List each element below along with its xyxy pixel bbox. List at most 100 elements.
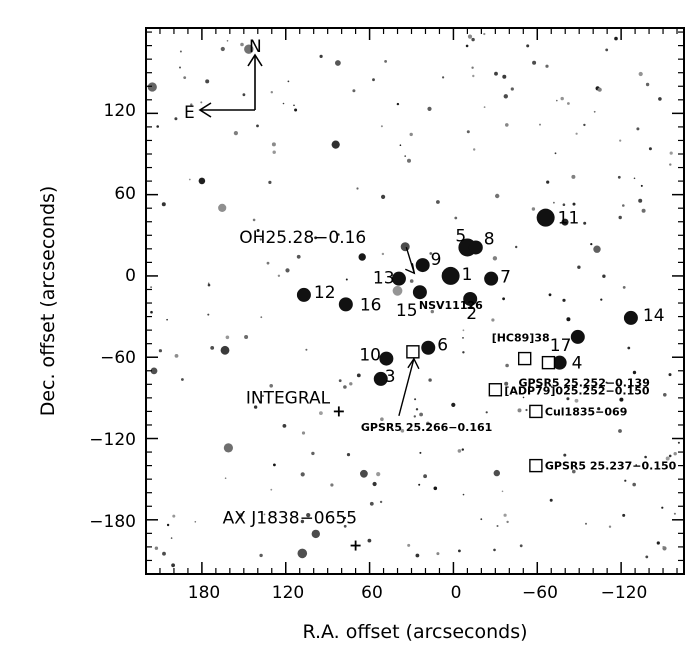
background-star [583,123,586,127]
background-star [358,253,366,261]
background-star [170,537,173,539]
background-star [496,525,499,527]
source-9-marker [415,258,430,273]
background-star [645,319,648,322]
background-star [501,490,504,493]
background-star [426,421,430,426]
background-star [172,514,176,518]
background-star [633,177,636,180]
background-star [198,177,206,185]
background-star [158,349,162,353]
source-1-label: 1 [462,265,473,285]
x-axis-title: R.A. offset (arcseconds) [302,621,527,643]
source-2-marker [463,291,478,306]
background-star [608,525,612,528]
background-star [293,104,295,107]
background-star [380,417,384,422]
annotation-7-label: [ADP79]025.252−0.150 [504,385,650,398]
x-tick-label-180: 180 [188,583,220,603]
background-star [635,464,637,466]
background-star [273,463,276,467]
background-star [259,238,262,241]
background-star [311,451,315,456]
background-star [343,524,347,528]
background-star [252,218,256,222]
background-star [575,132,578,135]
background-star [458,549,461,553]
source-17-label: 17 [550,336,572,356]
background-star [296,254,301,259]
background-star [669,163,672,166]
background-star [566,397,570,401]
background-star [272,150,276,154]
background-star [510,87,514,91]
background-star [266,261,270,265]
background-star [205,79,210,84]
background-star [200,101,203,104]
compass-east-arrowhead [198,102,212,118]
background-star [532,60,537,65]
background-star [566,317,571,322]
source-5-label: 5 [455,226,466,246]
background-star [423,474,427,479]
x-tick-label-neg60: −60 [522,583,558,603]
background-star [369,501,374,506]
y-axis-title: Dec. offset (arcseconds) [37,186,59,417]
annotation-6-square [541,355,556,370]
background-star [614,36,618,41]
source-13-marker [391,271,406,286]
background-star [567,102,570,105]
background-star [179,50,182,53]
background-star [415,553,420,558]
background-star [645,82,650,87]
background-star [343,385,347,389]
background-star [492,256,498,261]
background-star [268,180,272,184]
background-star [466,130,470,134]
compass: N E [184,37,263,123]
background-star [483,32,486,36]
background-star [352,89,356,93]
background-star [150,286,153,288]
background-star [338,379,342,383]
source-6-marker [421,340,436,355]
source-12-marker [296,287,311,302]
background-star [593,110,596,113]
background-star [343,516,346,520]
background-star [282,102,285,105]
background-star [503,94,508,99]
background-star [260,316,263,319]
background-star [190,103,193,106]
background-star [617,383,620,386]
compass-east-label: E [184,103,195,123]
background-star [467,34,473,39]
background-star [161,202,166,207]
background-star [360,469,368,478]
background-star [399,144,402,146]
x-tick-label-120: 120 [272,583,304,603]
annotation-4-label: GPSR5 25.266−0.161 [361,421,492,434]
background-star [462,329,465,332]
background-star [545,64,549,68]
background-star [556,99,558,102]
background-star [179,66,181,69]
background-star [457,449,462,453]
annotation-5-square [517,351,532,366]
background-star [242,93,246,97]
x-tick-label-neg120: −120 [601,583,648,603]
background-star [285,268,290,273]
background-star [259,553,263,558]
background-star [471,66,474,69]
x-tick-label-0: 0 [451,583,462,603]
background-star [554,152,557,155]
source-16-marker [338,297,353,312]
source-6-label: 6 [437,336,448,356]
compass-north-label: N [249,37,262,57]
background-star [238,513,243,518]
annotation-5-label: [HC89]38 [492,332,550,345]
annotation-6-label: GPSR5 25.252−0.139 [518,377,649,390]
background-star [491,318,495,322]
background-star [571,174,576,179]
background-star [617,175,621,179]
background-star [150,310,153,314]
